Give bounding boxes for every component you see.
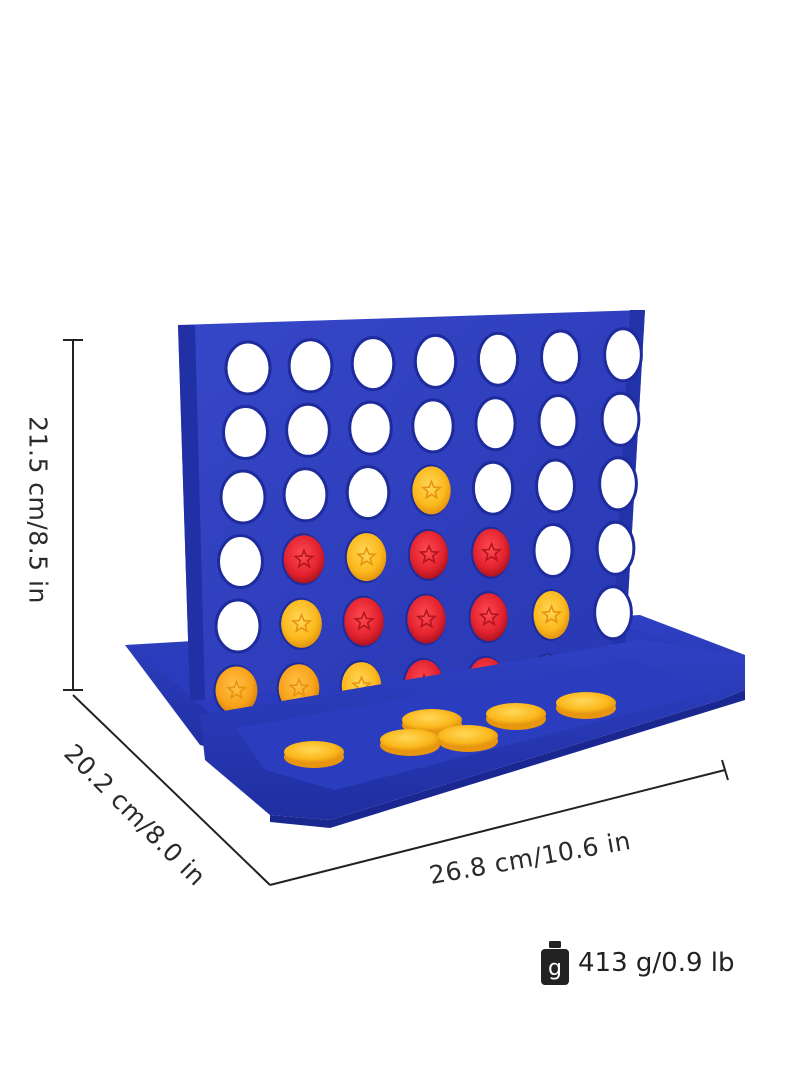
yellow-disc [344,531,387,584]
empty-hole [282,467,329,523]
empty-hole [537,394,579,449]
empty-hole [600,391,641,447]
dimension-lines [63,339,729,886]
loose-yellow-disc [438,725,498,752]
loose-yellow-disc [284,741,344,768]
empty-hole [411,398,455,454]
empty-hole [476,331,520,387]
height-dimension-label: 21.5 cm/8.5 in [23,416,53,604]
weight-icon-letter: g [548,956,562,981]
yellow-disc [279,597,322,650]
red-disc [405,593,446,646]
orange-disc [213,664,258,717]
empty-hole [214,598,262,654]
empty-hole [595,520,636,576]
empty-hole [345,465,391,521]
empty-hole [219,469,267,525]
loose-yellow-disc [486,703,546,730]
empty-hole [532,523,574,578]
empty-hole [350,336,396,392]
red-disc [468,591,508,644]
empty-hole [535,458,576,514]
empty-hole [603,327,643,383]
red-disc [470,526,511,579]
red-disc [407,528,449,581]
red-disc [342,595,384,648]
empty-hole [222,405,269,460]
yellow-disc [531,589,570,641]
empty-hole [471,460,515,516]
weight-icon: g [540,941,570,985]
empty-hole [285,402,331,458]
loose-yellow-disc [380,729,440,756]
empty-hole [593,585,633,641]
depth-line [72,694,271,886]
loose-discs [284,692,616,768]
empty-hole [474,396,517,452]
width-line [269,769,726,886]
empty-hole [348,400,393,456]
empty-hole [413,333,458,389]
yellow-disc [410,464,451,517]
weight-info: g 413 g/0.9 lb [540,938,735,988]
weight-label: 413 g/0.9 lb [578,948,735,978]
red-disc [281,533,325,586]
loose-yellow-disc [556,692,616,719]
empty-hole [540,329,581,385]
empty-hole [224,340,272,396]
empty-hole [287,338,334,394]
empty-hole [217,534,264,589]
empty-hole [598,456,638,512]
